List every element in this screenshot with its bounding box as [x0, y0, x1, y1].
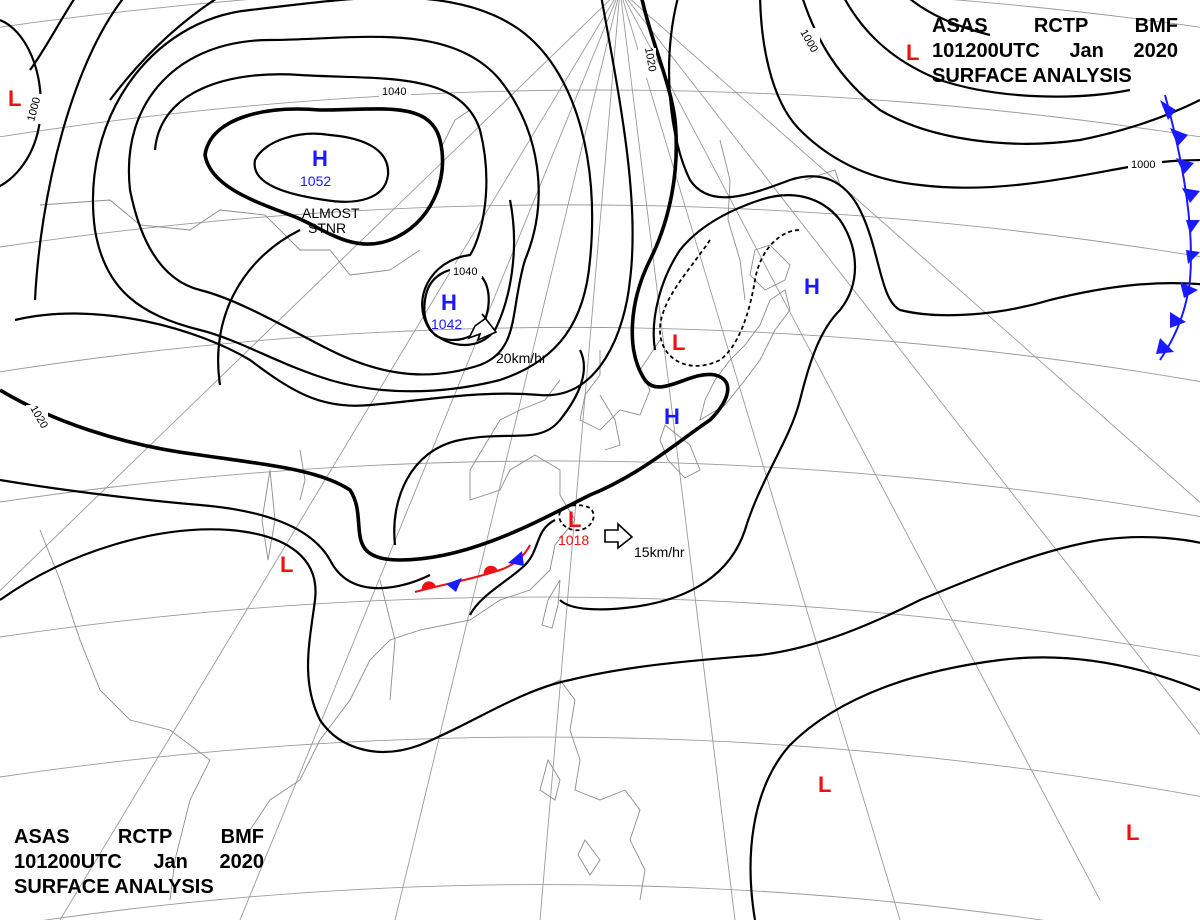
header-station: RCTP: [1033, 15, 1089, 37]
motion-arrow-icon: [604, 522, 634, 550]
cold-front-barb: [1186, 250, 1200, 264]
low-pressure-symbol: L: [1126, 820, 1139, 845]
low-pressure-symbol: L: [8, 86, 21, 111]
map-header-top-right: ASAS RCTP BMF 101200UTC Jan 2020 SURFACE…: [932, 14, 1178, 89]
cold-front-barb: [1186, 220, 1200, 234]
header-line-1: ASAS RCTP BMF: [14, 825, 264, 850]
header-line-3: SURFACE ANALYSIS: [14, 875, 264, 900]
header-year: 2020: [219, 851, 265, 873]
isobar-label: 1040: [382, 86, 406, 98]
header-month: Jan: [1069, 40, 1104, 62]
cold-front-barb: [1180, 282, 1198, 298]
low-pressure-value: 1018: [558, 532, 589, 548]
header-title: SURFACE ANALYSIS: [14, 876, 214, 898]
low-pressure-symbol: L: [568, 507, 581, 532]
high-pressure-value: 1052: [300, 173, 331, 189]
cold-front-barb: [1156, 338, 1174, 354]
header-station: RCTP: [117, 826, 173, 848]
header-line-2: 101200UTC Jan 2020: [14, 850, 264, 875]
isobar-label: 1000: [1131, 159, 1155, 171]
stationary-front-warm-bump: [421, 581, 436, 590]
isobar-label: 1020: [642, 46, 658, 72]
annotations: ALMOST STNR 20km/hr 15km/hr: [302, 205, 685, 560]
stationary-front-cold-barb: [508, 551, 524, 566]
motion-arrow-icon: [467, 313, 498, 342]
motion-speed-label: 15km/hr: [634, 544, 685, 560]
header-line-3: SURFACE ANALYSIS: [932, 64, 1178, 89]
pressure-centers: H 1052 H 1042 H H L 1018 L L L L L L: [8, 40, 1139, 845]
cold-front-barb: [1170, 128, 1188, 146]
motion-speed-label: 20km/hr: [496, 350, 547, 366]
map-header-bottom-left: ASAS RCTP BMF 101200UTC Jan 2020 SURFACE…: [14, 825, 264, 900]
stationary-note: STNR: [308, 220, 346, 236]
header-month: Jan: [153, 851, 188, 873]
stationary-note: ALMOST: [302, 205, 360, 221]
stationary-front-cold-barb: [446, 578, 462, 592]
high-pressure-symbol: H: [664, 404, 680, 429]
stationary-front-warm-bump: [483, 565, 498, 575]
header-time: 101200UTC: [932, 40, 1040, 62]
motion-arrows: [467, 313, 634, 550]
header-source: BMF: [220, 826, 264, 848]
low-pressure-symbol: L: [906, 40, 919, 65]
header-time: 101200UTC: [14, 851, 122, 873]
isobar-label: 1040: [453, 266, 477, 278]
low-pressure-symbol: L: [818, 772, 831, 797]
high-pressure-symbol: H: [312, 146, 328, 171]
header-product: ASAS: [932, 15, 988, 37]
header-line-2: 101200UTC Jan 2020: [932, 39, 1178, 64]
high-pressure-symbol: H: [441, 290, 457, 315]
isobar-labels: 1040 1040 1020 1000 1000 1020 1000: [25, 28, 1162, 435]
header-product: ASAS: [14, 826, 70, 848]
high-pressure-value: 1042: [431, 316, 462, 332]
fronts: [414, 94, 1200, 593]
low-pressure-symbol: L: [672, 330, 685, 355]
header-source: BMF: [1134, 15, 1178, 37]
header-year: 2020: [1133, 40, 1179, 62]
cold-front-barb: [1160, 100, 1176, 120]
cold-front-barb: [1182, 188, 1200, 203]
cold-front-barb: [1176, 158, 1194, 174]
header-line-1: ASAS RCTP BMF: [932, 14, 1178, 39]
header-title: SURFACE ANALYSIS: [932, 65, 1132, 87]
high-pressure-symbol: H: [804, 274, 820, 299]
low-pressure-symbol: L: [280, 552, 293, 577]
cold-front-barb: [1170, 312, 1186, 328]
